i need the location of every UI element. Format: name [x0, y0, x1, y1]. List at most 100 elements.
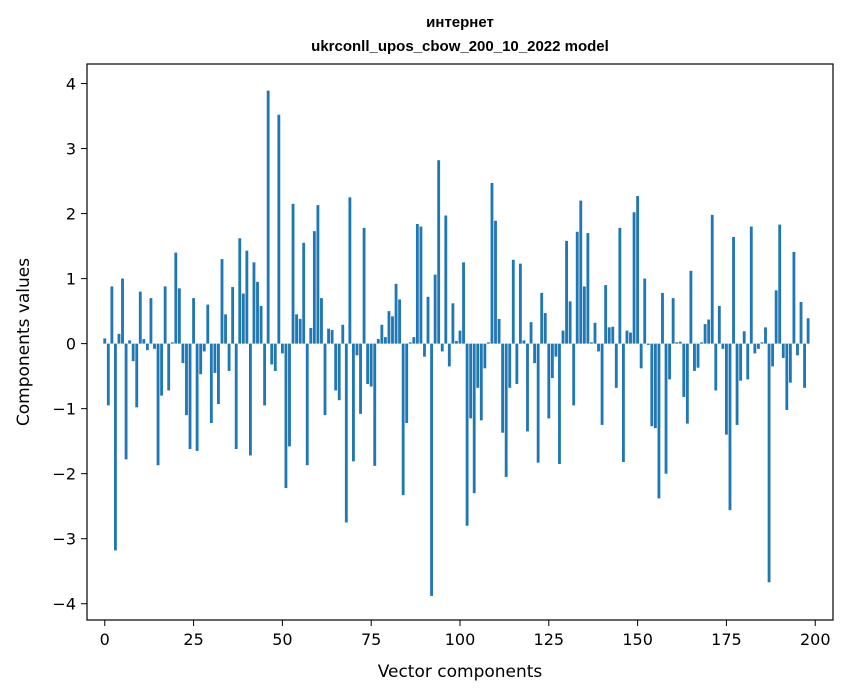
y-tick-label: 2 — [66, 205, 76, 224]
bar — [167, 343, 171, 391]
bar — [312, 231, 316, 344]
bar — [177, 288, 181, 344]
bar — [632, 212, 636, 344]
bar — [284, 343, 288, 488]
x-tick-label: 50 — [272, 630, 292, 649]
bar — [700, 342, 703, 344]
bar — [462, 262, 465, 344]
bar — [714, 343, 718, 391]
bar — [501, 343, 505, 433]
bar — [320, 298, 323, 344]
bar — [707, 319, 711, 344]
bar — [643, 278, 647, 344]
bar — [511, 259, 515, 344]
bar — [224, 314, 227, 344]
bar — [238, 238, 242, 344]
bar — [355, 343, 359, 356]
bar — [487, 342, 490, 344]
bar — [213, 343, 217, 373]
x-tick-label: 25 — [183, 630, 203, 649]
bar — [121, 278, 124, 344]
x-axis-ticks: 0 25 50 75 100 125 150 175 200 — [100, 620, 831, 649]
bar — [455, 341, 458, 344]
bar — [163, 286, 167, 344]
bar — [394, 283, 398, 344]
bar — [195, 343, 199, 451]
bar — [725, 343, 728, 435]
y-axis-label: Components values — [14, 258, 34, 426]
bar — [270, 343, 274, 365]
x-axis-label: Vector components — [378, 662, 543, 682]
bar — [458, 330, 462, 344]
bar — [760, 342, 764, 344]
bar — [359, 343, 362, 414]
bar — [732, 236, 735, 344]
bar — [170, 342, 174, 344]
bar — [291, 203, 295, 344]
bar — [288, 343, 291, 447]
bar — [142, 339, 146, 344]
bar — [771, 343, 775, 367]
bar — [241, 293, 245, 344]
bar — [693, 343, 696, 371]
bar — [682, 343, 686, 397]
bar — [334, 343, 338, 391]
bar — [799, 302, 803, 344]
plot-frame — [86, 63, 834, 621]
bar — [785, 343, 789, 410]
bar — [181, 343, 185, 364]
bar — [401, 343, 405, 496]
bar — [419, 226, 423, 344]
y-tick-label: −1 — [52, 400, 76, 419]
bar — [352, 343, 355, 462]
bar — [387, 311, 391, 344]
bar — [117, 333, 121, 344]
bar — [664, 343, 668, 474]
x-tick-label: 75 — [361, 630, 381, 649]
bar — [316, 205, 320, 344]
bar — [245, 250, 249, 344]
bar — [256, 281, 259, 344]
bar — [522, 340, 526, 344]
y-tick-label: −3 — [52, 530, 76, 549]
bar — [433, 274, 437, 344]
bar — [575, 231, 579, 344]
bar — [465, 343, 469, 526]
bar — [600, 343, 604, 425]
x-tick-label: 0 — [100, 630, 110, 649]
bar — [746, 343, 750, 380]
bar — [341, 324, 345, 344]
bar — [135, 343, 139, 408]
bar — [280, 343, 284, 354]
bar — [803, 343, 806, 388]
bar — [582, 286, 586, 344]
bar — [447, 343, 451, 367]
bar — [266, 90, 270, 344]
bar — [106, 343, 110, 406]
bar — [188, 343, 192, 449]
bar — [398, 299, 402, 344]
bar — [483, 343, 487, 369]
bar — [305, 343, 309, 466]
bar — [568, 301, 572, 344]
bar — [774, 290, 778, 344]
bar — [607, 327, 611, 344]
bar — [440, 343, 444, 352]
bar — [412, 337, 416, 344]
bar — [323, 343, 327, 416]
bar — [657, 343, 661, 499]
bar — [490, 183, 494, 344]
bar — [536, 343, 540, 463]
bar — [806, 318, 810, 344]
bar — [590, 342, 593, 344]
bar — [156, 343, 160, 466]
y-tick-label: 3 — [66, 140, 76, 159]
bar — [344, 343, 348, 523]
bar — [547, 343, 551, 419]
bar — [788, 343, 792, 383]
bar — [614, 343, 618, 388]
bar — [472, 343, 476, 494]
bar — [533, 343, 537, 364]
bar — [621, 343, 625, 462]
